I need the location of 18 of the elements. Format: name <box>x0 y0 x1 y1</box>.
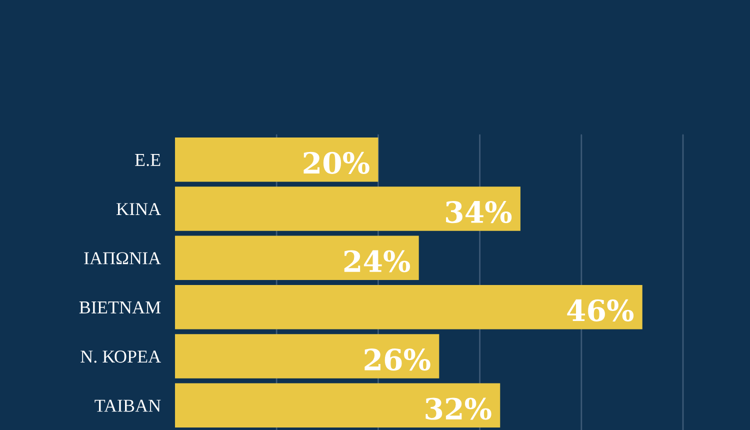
y-tick-label: Ε.Ε <box>135 154 160 166</box>
data-label: 20% <box>304 152 370 174</box>
bar <box>175 236 419 280</box>
bar <box>175 186 520 231</box>
data-label: 26% <box>364 348 430 371</box>
y-tick-label: ΤΑΙΒΑΝ <box>94 400 161 412</box>
y-tick-label: ΚΙΝΑ <box>116 203 161 216</box>
y-tick-label: ΙΑΠΩΝΙΑ <box>84 252 161 264</box>
bar <box>175 383 500 428</box>
data-label: 24% <box>344 250 410 272</box>
y-tick-label: ΒΙΕΤΝΑΜ <box>79 301 161 314</box>
y-tick-label: Ν. ΚΟΡΕΑ <box>80 350 161 363</box>
data-label: 34% <box>446 201 512 224</box>
data-label: 32% <box>426 398 492 420</box>
bar <box>175 284 642 330</box>
bar <box>175 334 440 378</box>
bar <box>175 137 378 182</box>
data-label: 46% <box>567 299 634 322</box>
